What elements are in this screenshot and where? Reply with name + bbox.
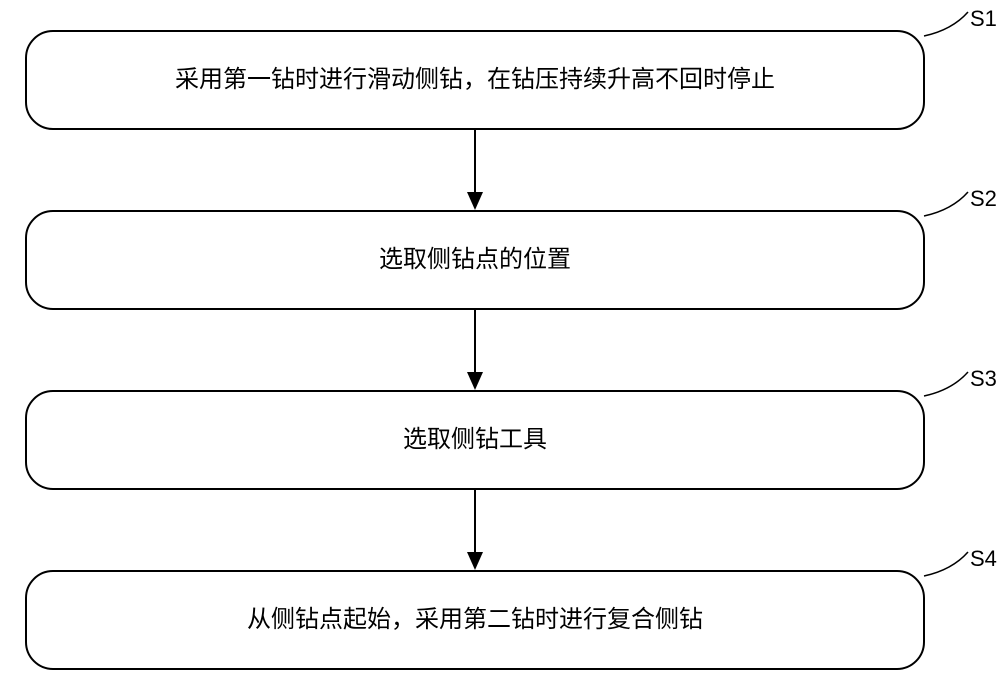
leader-line [922,550,970,578]
leader-line [922,370,970,398]
flowchart-arrow [465,490,485,570]
leader-line [922,190,970,218]
leader-line [922,10,970,38]
flowchart-node-s2: 选取侧钻点的位置 [25,210,925,310]
step-label-s1: S1 [970,6,997,32]
flowchart-arrow [465,310,485,390]
step-label-s3: S3 [970,366,997,392]
flowchart-node-s4: 从侧钻点起始，采用第二钻时进行复合侧钻 [25,570,925,670]
step-label-s2: S2 [970,186,997,212]
flowchart-node-s3: 选取侧钻工具 [25,390,925,490]
step-label-s4: S4 [970,546,997,572]
flowchart-node-s1: 采用第一钻时进行滑动侧钻，在钻压持续升高不回时停止 [25,30,925,130]
flowchart-node-text: 选取侧钻工具 [383,424,567,455]
flowchart-node-text: 采用第一钻时进行滑动侧钻，在钻压持续升高不回时停止 [155,64,795,95]
flowchart-canvas: 采用第一钻时进行滑动侧钻，在钻压持续升高不回时停止 S1 选取侧钻点的位置 S2 选取侧… [0,0,1000,699]
flowchart-arrow [465,130,485,210]
flowchart-node-text: 从侧钻点起始，采用第二钻时进行复合侧钻 [227,604,723,635]
flowchart-node-text: 选取侧钻点的位置 [359,244,591,275]
